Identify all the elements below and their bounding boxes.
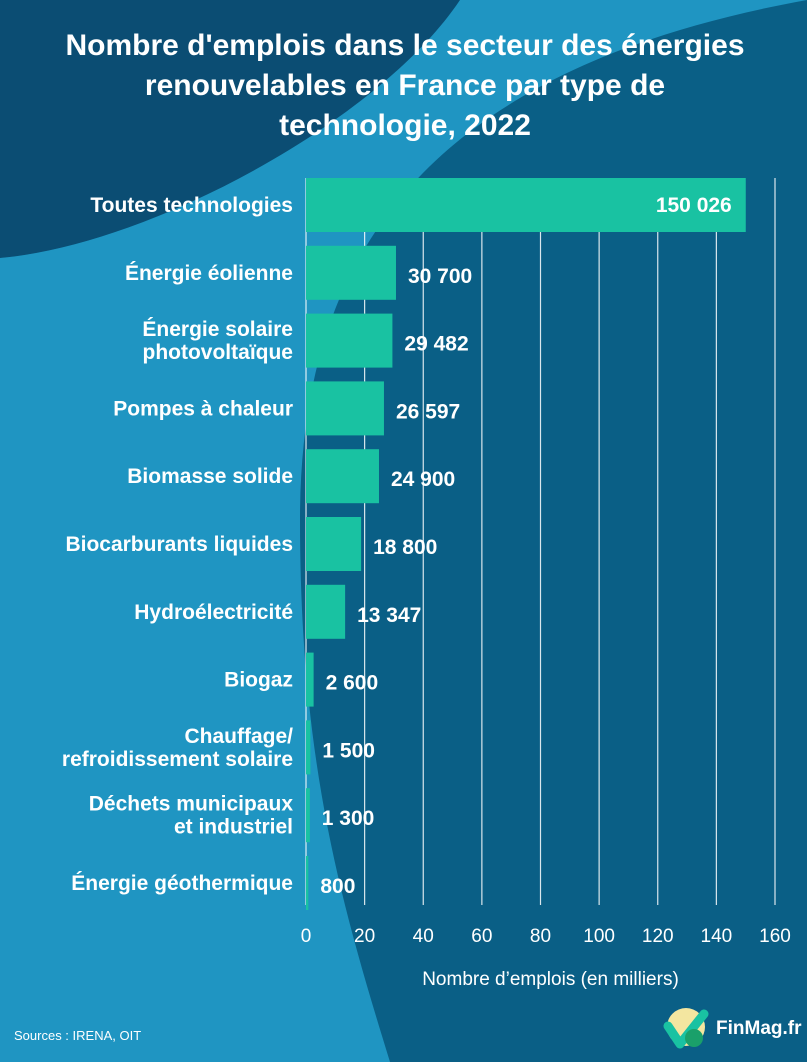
x-tick-label: 120 xyxy=(642,926,674,947)
bar xyxy=(306,245,396,300)
category-label: Biocarburants liquides xyxy=(65,533,293,556)
category-label: Biomasse solide xyxy=(127,465,293,488)
x-tick-label: 20 xyxy=(354,926,375,947)
category-label: Énergie solaire photovoltaïque xyxy=(142,318,293,364)
finmag-logo: FinMag.fr xyxy=(660,1004,802,1054)
value-label: 29 482 xyxy=(404,333,468,356)
value-label: 2 600 xyxy=(326,672,379,695)
category-label: Énergie géothermique xyxy=(71,872,293,895)
category-label: Biogaz xyxy=(224,669,293,692)
chart-title: Nombre d'emplois dans le secteur des éne… xyxy=(65,29,745,142)
x-tick-label: 140 xyxy=(701,926,733,947)
bar xyxy=(306,449,379,504)
value-label: 18 800 xyxy=(373,536,437,559)
x-tick-label: 0 xyxy=(301,926,312,947)
bar xyxy=(306,652,314,707)
bar xyxy=(306,788,310,843)
x-tick-label: 80 xyxy=(530,926,551,947)
x-axis-title: Nombre d’emplois (en milliers) xyxy=(422,969,679,990)
value-label: 26 597 xyxy=(396,400,460,423)
source-note: Sources : IRENA, OIT xyxy=(14,1028,142,1043)
bar xyxy=(306,313,393,368)
category-label: Toutes technologies xyxy=(90,194,293,217)
category-label: Chauffage/refroidissement solaire xyxy=(62,725,293,771)
value-label: 1 500 xyxy=(322,739,375,762)
bar xyxy=(306,720,311,775)
bar xyxy=(306,381,384,436)
x-tick-label: 100 xyxy=(583,926,615,947)
category-label: Pompes à chaleur xyxy=(113,397,293,420)
category-label: Énergie éolienne xyxy=(125,262,293,285)
bar xyxy=(306,584,346,639)
category-label: Déchets municipaux et industriel xyxy=(89,793,294,839)
x-tick-label: 40 xyxy=(413,926,434,947)
x-tick-label: 60 xyxy=(471,926,492,947)
value-label: 150 026 xyxy=(656,194,732,217)
value-label: 13 347 xyxy=(357,604,421,627)
category-label: Hydroélectricité xyxy=(134,601,293,624)
finmag-logo-icon xyxy=(663,1008,709,1049)
bar xyxy=(306,517,362,571)
value-label: 30 700 xyxy=(408,265,472,288)
brand-name: FinMag.fr xyxy=(716,1018,802,1039)
value-label: 24 900 xyxy=(391,468,455,491)
value-label: 1 300 xyxy=(322,807,375,830)
value-label: 800 xyxy=(320,875,355,898)
bar xyxy=(306,178,746,232)
x-tick-label: 160 xyxy=(759,926,791,947)
bar xyxy=(306,856,309,910)
